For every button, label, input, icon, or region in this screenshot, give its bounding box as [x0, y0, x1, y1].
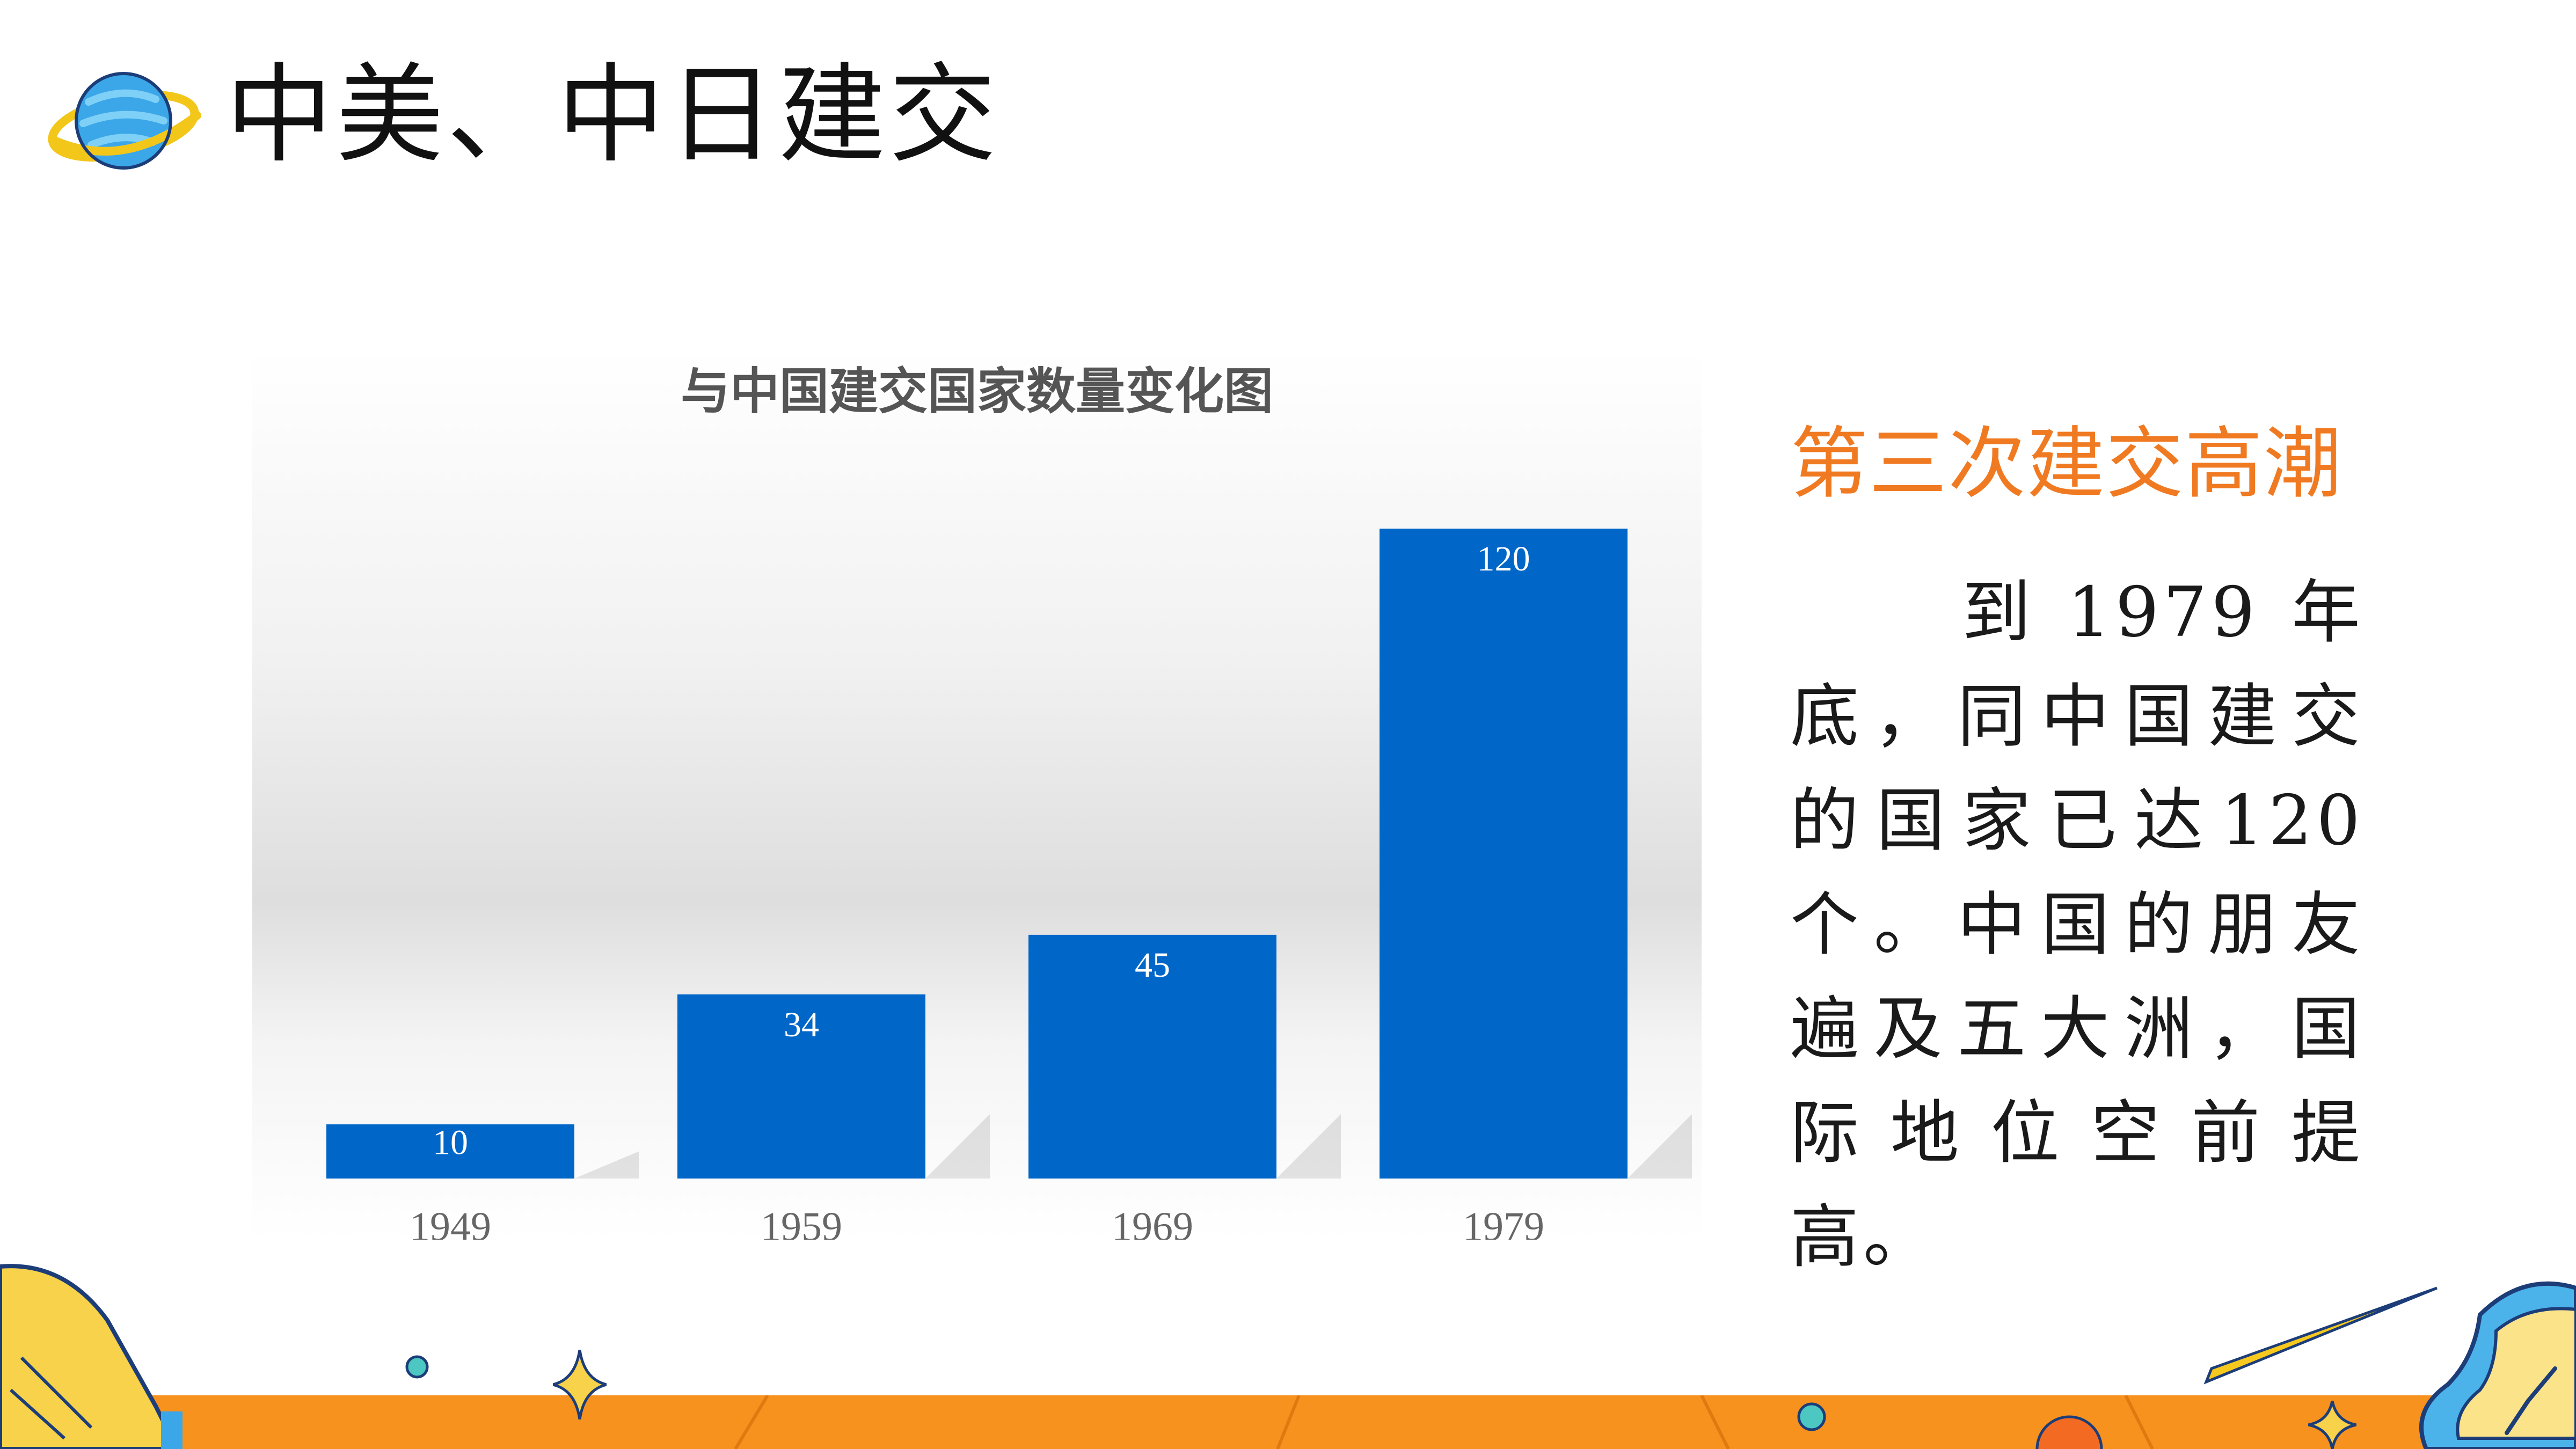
book-icon [0, 1264, 183, 1449]
clock-icon [2419, 1281, 2576, 1449]
bar [326, 1124, 574, 1179]
data-label: 34 [784, 1005, 819, 1044]
chart-title: 与中国建交国家数量变化图 [680, 363, 1273, 420]
chart-panel: 与中国建交国家数量变化图 10 1949 34 1959 45 1969 120 1979 [252, 349, 1702, 1240]
bar [1028, 934, 1276, 1179]
sparkle-star-icon [2308, 1401, 2356, 1449]
data-label: 45 [1135, 946, 1170, 985]
dot-icon [405, 1355, 429, 1379]
bar-chart: 10 1949 34 1959 45 1969 120 1979 [326, 529, 1692, 1240]
x-tick-label: 1949 [410, 1204, 491, 1240]
x-tick-label: 1969 [1112, 1204, 1193, 1240]
body-paragraph: 到1979年底，同中国建交的国家已达120个。中国的朋友遍及五大洲，国际地位空前… [1790, 573, 2365, 1277]
x-tick-label: 1959 [761, 1204, 842, 1240]
bar [677, 994, 925, 1179]
section-subtitle: 第三次建交高潮 [1790, 419, 2343, 509]
planet-icon [48, 72, 201, 170]
bar-shadow [925, 1114, 990, 1179]
bar-shadow [1276, 1114, 1341, 1179]
dot-icon [1797, 1402, 1826, 1431]
comet-icon [2203, 1286, 2438, 1385]
data-label: 10 [433, 1123, 468, 1162]
band-lines-decoration [734, 1395, 2154, 1449]
bar [1380, 529, 1628, 1179]
page-title: 中美、中日建交 [225, 53, 1000, 178]
dot-icon [2035, 1415, 2103, 1449]
x-tick-label: 1979 [1463, 1204, 1544, 1240]
bar-shadow [1628, 1114, 1692, 1179]
sparkle-star-icon [553, 1350, 607, 1419]
bar-shadow [574, 1151, 639, 1179]
data-label: 120 [1477, 539, 1530, 579]
